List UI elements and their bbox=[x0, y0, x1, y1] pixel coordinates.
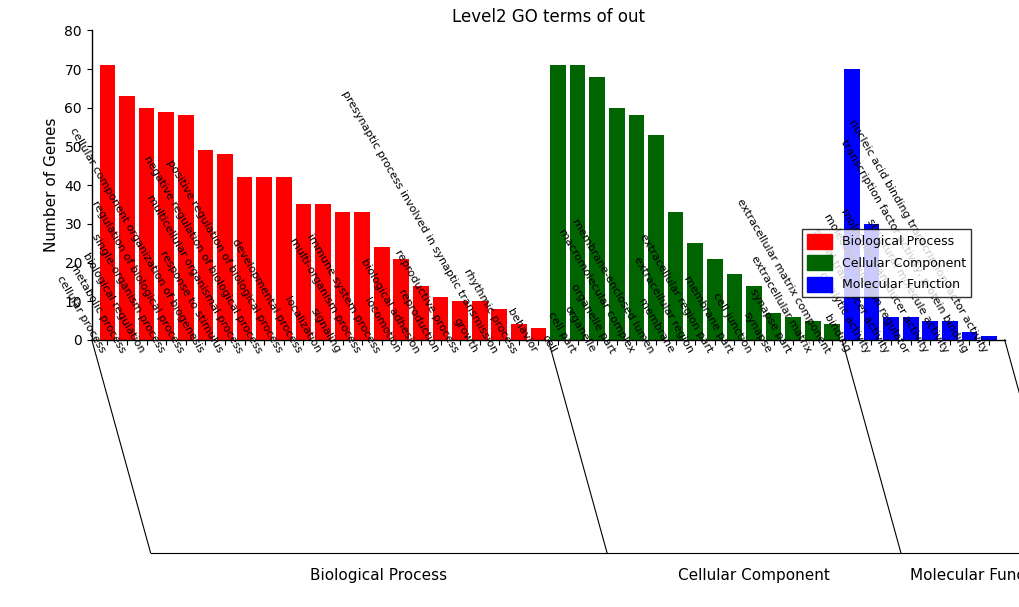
Bar bbox=[236, 177, 252, 340]
Bar bbox=[765, 313, 781, 340]
Title: Level2 GO terms of out: Level2 GO terms of out bbox=[451, 8, 644, 26]
Bar bbox=[706, 259, 721, 340]
Bar bbox=[667, 212, 683, 340]
Bar bbox=[863, 224, 878, 340]
Bar bbox=[296, 205, 311, 340]
Bar bbox=[374, 247, 389, 340]
Bar bbox=[823, 324, 840, 340]
Bar bbox=[549, 65, 566, 340]
Bar bbox=[980, 336, 996, 340]
Bar bbox=[726, 274, 742, 340]
Bar bbox=[217, 154, 232, 340]
Text: Cellular Component: Cellular Component bbox=[678, 568, 829, 583]
Bar bbox=[354, 212, 370, 340]
Bar bbox=[511, 324, 526, 340]
Bar bbox=[882, 317, 898, 340]
Bar bbox=[921, 320, 937, 340]
Legend: Biological Process, Cellular Component, Molecular Function: Biological Process, Cellular Component, … bbox=[801, 228, 970, 297]
Bar bbox=[608, 108, 624, 340]
Bar bbox=[198, 151, 213, 340]
Text: Biological Process: Biological Process bbox=[310, 568, 447, 583]
Bar bbox=[902, 317, 917, 340]
Bar bbox=[961, 332, 976, 340]
Bar bbox=[844, 69, 859, 340]
Bar bbox=[178, 115, 194, 340]
Bar bbox=[942, 320, 957, 340]
Bar bbox=[451, 301, 468, 340]
Bar bbox=[647, 135, 663, 340]
Bar bbox=[256, 177, 272, 340]
Bar bbox=[570, 65, 585, 340]
Bar bbox=[139, 108, 154, 340]
Bar bbox=[687, 243, 702, 340]
Bar bbox=[785, 317, 800, 340]
Bar bbox=[530, 328, 546, 340]
Bar bbox=[628, 115, 644, 340]
Bar bbox=[119, 96, 135, 340]
Bar bbox=[413, 286, 428, 340]
Bar bbox=[432, 297, 448, 340]
Bar bbox=[100, 65, 115, 340]
Text: Molecular Function: Molecular Function bbox=[909, 568, 1019, 583]
Bar bbox=[804, 320, 819, 340]
Bar bbox=[589, 76, 604, 340]
Bar bbox=[276, 177, 291, 340]
Bar bbox=[745, 286, 761, 340]
Bar bbox=[334, 212, 351, 340]
Y-axis label: Number of Genes: Number of Genes bbox=[44, 118, 59, 253]
Bar bbox=[158, 112, 174, 340]
Bar bbox=[472, 301, 487, 340]
Bar bbox=[315, 205, 330, 340]
Bar bbox=[491, 309, 506, 340]
Bar bbox=[393, 259, 409, 340]
